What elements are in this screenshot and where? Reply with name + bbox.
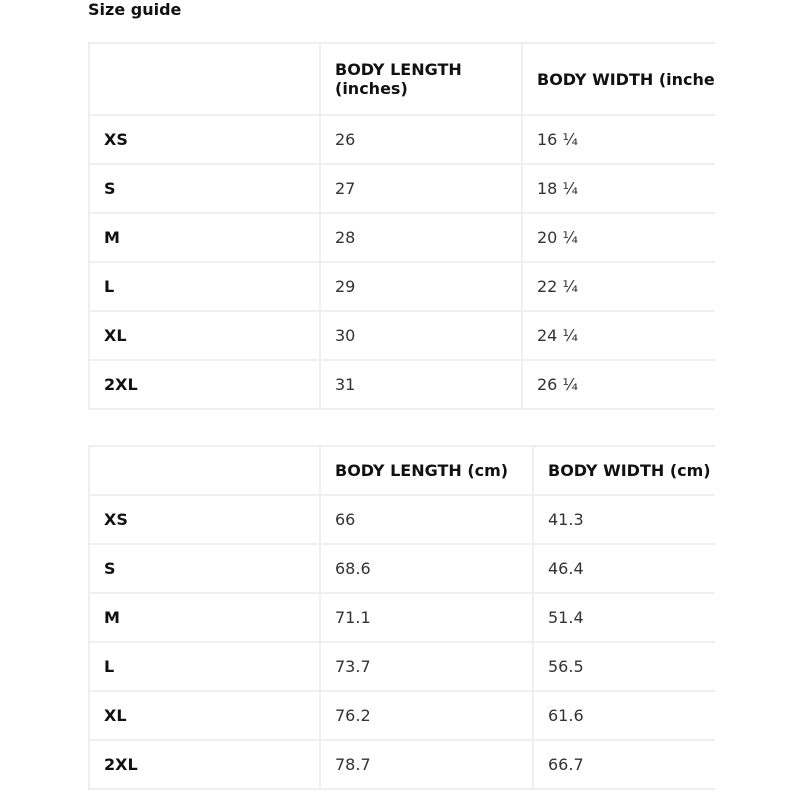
table-row: L 29 22 ¼: [88, 261, 715, 312]
measurement: 76.2: [319, 690, 534, 741]
table-head: BODY LENGTH (cm) BODY WIDTH (cm): [88, 445, 715, 496]
measurement: 16 ¼: [521, 114, 715, 165]
measurement: 71.1: [319, 592, 534, 643]
table-row: XL 76.2 61.6: [88, 690, 715, 741]
header-cell: [88, 42, 321, 116]
size-label: XS: [88, 494, 321, 545]
size-label: XL: [88, 690, 321, 741]
size-label: S: [88, 543, 321, 594]
header-row: BODY LENGTH (inches) BODY WIDTH (inches): [88, 42, 715, 116]
measurement: 28: [319, 212, 523, 263]
size-label: L: [88, 261, 321, 312]
table-wrap: BODY LENGTH (inches) BODY WIDTH (inches) X…: [88, 42, 715, 410]
header-cell: [88, 445, 321, 496]
table-head: BODY LENGTH (inches) BODY WIDTH (inches): [88, 42, 715, 116]
measurement: 51.4: [532, 592, 715, 643]
measurement: 27: [319, 163, 523, 214]
size-table-cm: BODY LENGTH (cm) BODY WIDTH (cm) XS 66 41.3 S…: [88, 445, 715, 790]
measurement: 41.3: [532, 494, 715, 545]
measurement: 66.7: [532, 739, 715, 790]
size-label: XS: [88, 114, 321, 165]
size-table-inches: BODY LENGTH (inches) BODY WIDTH (inches) X…: [88, 42, 715, 410]
size-label: M: [88, 212, 321, 263]
table-row: S 27 18 ¼: [88, 163, 715, 214]
table-row: XS 26 16 ¼: [88, 114, 715, 165]
measurement: 20 ¼: [521, 212, 715, 263]
measurement: 78.7: [319, 739, 534, 790]
measurement: 31: [319, 359, 523, 410]
measurement: 73.7: [319, 641, 534, 692]
table-row: XS 66 41.3: [88, 494, 715, 545]
measurement: 46.4: [532, 543, 715, 594]
size-label: L: [88, 641, 321, 692]
measurement: 24 ¼: [521, 310, 715, 361]
header-row: BODY LENGTH (cm) BODY WIDTH (cm): [88, 445, 715, 496]
header-cell: BODY LENGTH (cm): [319, 445, 534, 496]
table-row: L 73.7 56.5: [88, 641, 715, 692]
header-cell: BODY WIDTH (cm): [532, 445, 715, 496]
measurement: 68.6: [319, 543, 534, 594]
table-body: XS 66 41.3 S 68.6 46.4 M 71.1 51.4 L 73.7 56.5 XL 76.…: [88, 494, 715, 790]
size-label: 2XL: [88, 739, 321, 790]
measurement: 18 ¼: [521, 163, 715, 214]
page-title: Size guide: [88, 0, 182, 19]
measurement: 26: [319, 114, 523, 165]
table-row: M 28 20 ¼: [88, 212, 715, 263]
measurement: 26 ¼: [521, 359, 715, 410]
measurement: 22 ¼: [521, 261, 715, 312]
header-cell: BODY WIDTH (inches): [521, 42, 715, 116]
size-label: 2XL: [88, 359, 321, 410]
size-label: XL: [88, 310, 321, 361]
measurement: 30: [319, 310, 523, 361]
measurement: 61.6: [532, 690, 715, 741]
table-wrap: BODY LENGTH (cm) BODY WIDTH (cm) XS 66 41.3 S…: [88, 445, 715, 790]
measurement: 66: [319, 494, 534, 545]
size-label: M: [88, 592, 321, 643]
table-row: XL 30 24 ¼: [88, 310, 715, 361]
measurement: 29: [319, 261, 523, 312]
table-row: S 68.6 46.4: [88, 543, 715, 594]
table-row: M 71.1 51.4: [88, 592, 715, 643]
table-row: 2XL 31 26 ¼: [88, 359, 715, 410]
size-label: S: [88, 163, 321, 214]
table-body: XS 26 16 ¼ S 27 18 ¼ M 28 20 ¼ L 29 22 ¼ XL 30 24 ¼ 2XL…: [88, 114, 715, 410]
header-cell: BODY LENGTH (inches): [319, 42, 523, 116]
table-row: 2XL 78.7 66.7: [88, 739, 715, 790]
measurement: 56.5: [532, 641, 715, 692]
